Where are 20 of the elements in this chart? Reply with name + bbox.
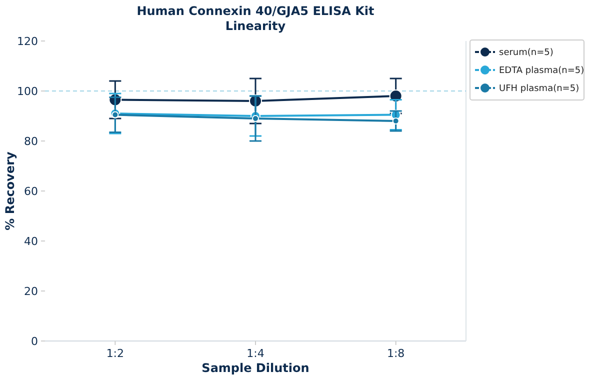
chart-title: Human Connexin 40/GJA5 ELISA Kit bbox=[136, 4, 375, 18]
y-tick-label: 120 bbox=[17, 34, 38, 48]
x-tick-label: 1:4 bbox=[246, 347, 264, 360]
y-tick-label: 100 bbox=[17, 84, 38, 98]
x-tick-label: 1:8 bbox=[386, 347, 405, 360]
point bbox=[392, 118, 400, 124]
y-axis-title: % Recovery bbox=[3, 152, 17, 230]
y-tick-label: 0 bbox=[31, 334, 38, 348]
point bbox=[112, 111, 119, 118]
x-tick-label: 1:2 bbox=[106, 347, 124, 360]
point bbox=[252, 115, 259, 122]
y-tick-label: 80 bbox=[24, 134, 38, 148]
y-tick-label: 20 bbox=[24, 284, 38, 298]
y-tick-label: 40 bbox=[24, 234, 38, 248]
chart-subtitle: Linearity bbox=[225, 19, 286, 33]
x-axis-title: Sample Dilution bbox=[202, 361, 310, 375]
legend-label: EDTA plasma(n=5) bbox=[499, 66, 584, 76]
legend-label: serum(n=5) bbox=[499, 48, 554, 58]
legend-label: UFH plasma(n=5) bbox=[499, 84, 580, 94]
y-tick-label: 60 bbox=[24, 184, 38, 198]
